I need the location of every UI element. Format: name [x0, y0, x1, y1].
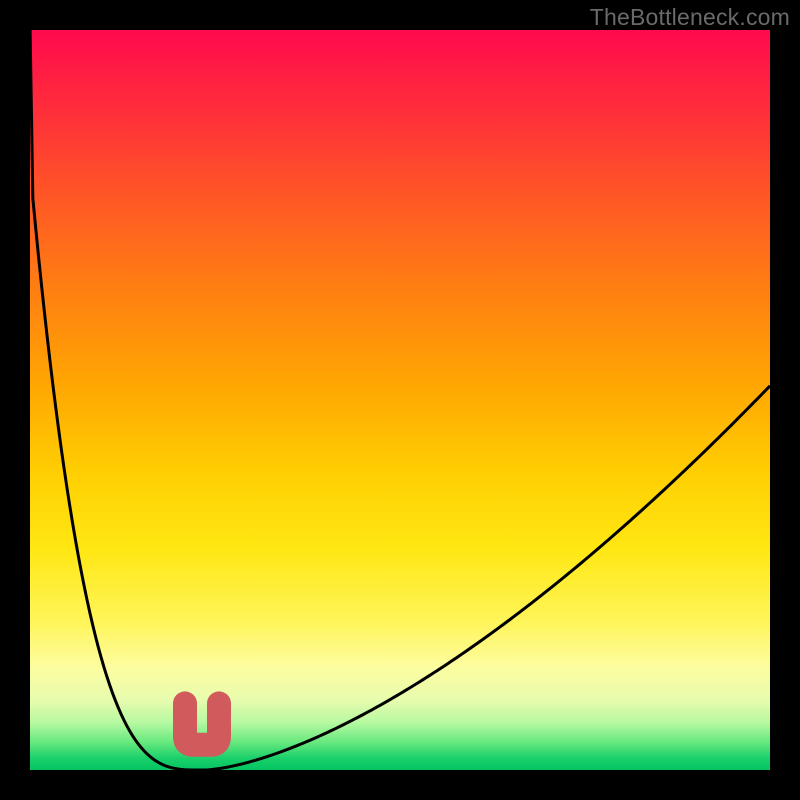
gradient-background	[30, 30, 770, 770]
chart-stage: TheBottleneck.com	[0, 0, 800, 800]
plot-area	[30, 25, 770, 770]
chart-svg	[0, 0, 800, 800]
